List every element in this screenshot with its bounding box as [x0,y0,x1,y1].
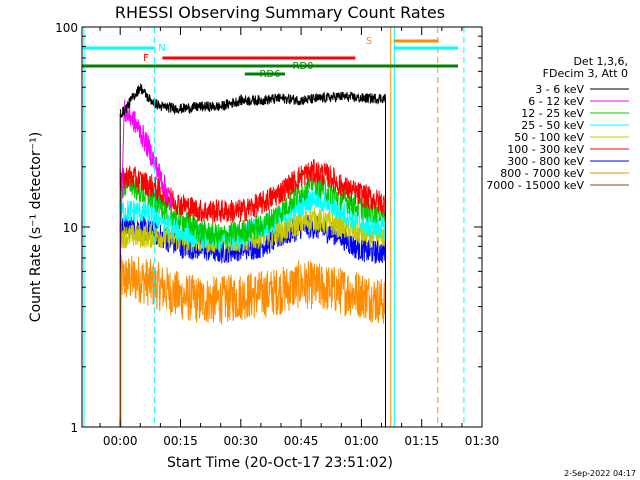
legend-label-7: 800 - 7000 keV [500,167,584,180]
series-line-50-100kev [119,207,386,254]
x-tick-label-5: 01:15 [404,434,439,448]
series-line-100-300kev [119,159,386,223]
y-tick-label-1: 10 [63,221,78,235]
legend-label-3: 25 - 50 keV [521,119,584,132]
legend-header-line-2: FDecim 3, Att 0 [543,67,628,80]
x-tick-label-0: 00:00 [103,434,138,448]
series-line-6-12kev [119,99,173,265]
x-axis-label: Start Time (20-Oct-17 23:51:02) [167,455,393,471]
x-tick-label-2: 00:30 [223,434,258,448]
x-tick-label-6: 01:30 [465,434,500,448]
chart-title: RHESSI Observing Summary Count Rates [115,3,445,22]
y-tick-label-0: 1 [70,421,78,435]
legend-label-5: 100 - 300 keV [507,143,584,156]
series-line-12-25kev [119,169,386,247]
legend-label-2: 12 - 25 keV [521,107,584,120]
legend-label-4: 50 - 100 keV [514,131,584,144]
x-tick-label-3: 00:45 [284,434,319,448]
flag-label-rd0: RD0 [292,61,313,72]
legend-label-1: 6 - 12 keV [528,95,584,108]
legend-header-line-1: Det 1,3,6, [573,55,628,68]
legend-label-8: 7000 - 15000 keV [486,179,584,192]
flag-label-rd6: RD6 [259,69,280,80]
x-tick-label-1: 00:15 [163,434,198,448]
series-line-800-7000kev [119,254,386,325]
legend-label-6: 300 - 800 keV [507,155,584,168]
x-tick-label-4: 01:00 [344,434,379,448]
y-axis-label: Count Rate (s⁻¹ detector⁻¹) [28,132,44,322]
y-tick-label-2: 100 [55,21,78,35]
footer-date: 2-Sep-2022 04:17 [564,469,636,478]
flag-label-n: N [158,43,165,54]
flag-label-f: F [143,53,149,64]
series-line-3-6kev [119,82,386,118]
legend-label-0: 3 - 6 keV [535,83,584,96]
flag-label-s: S [366,36,372,47]
